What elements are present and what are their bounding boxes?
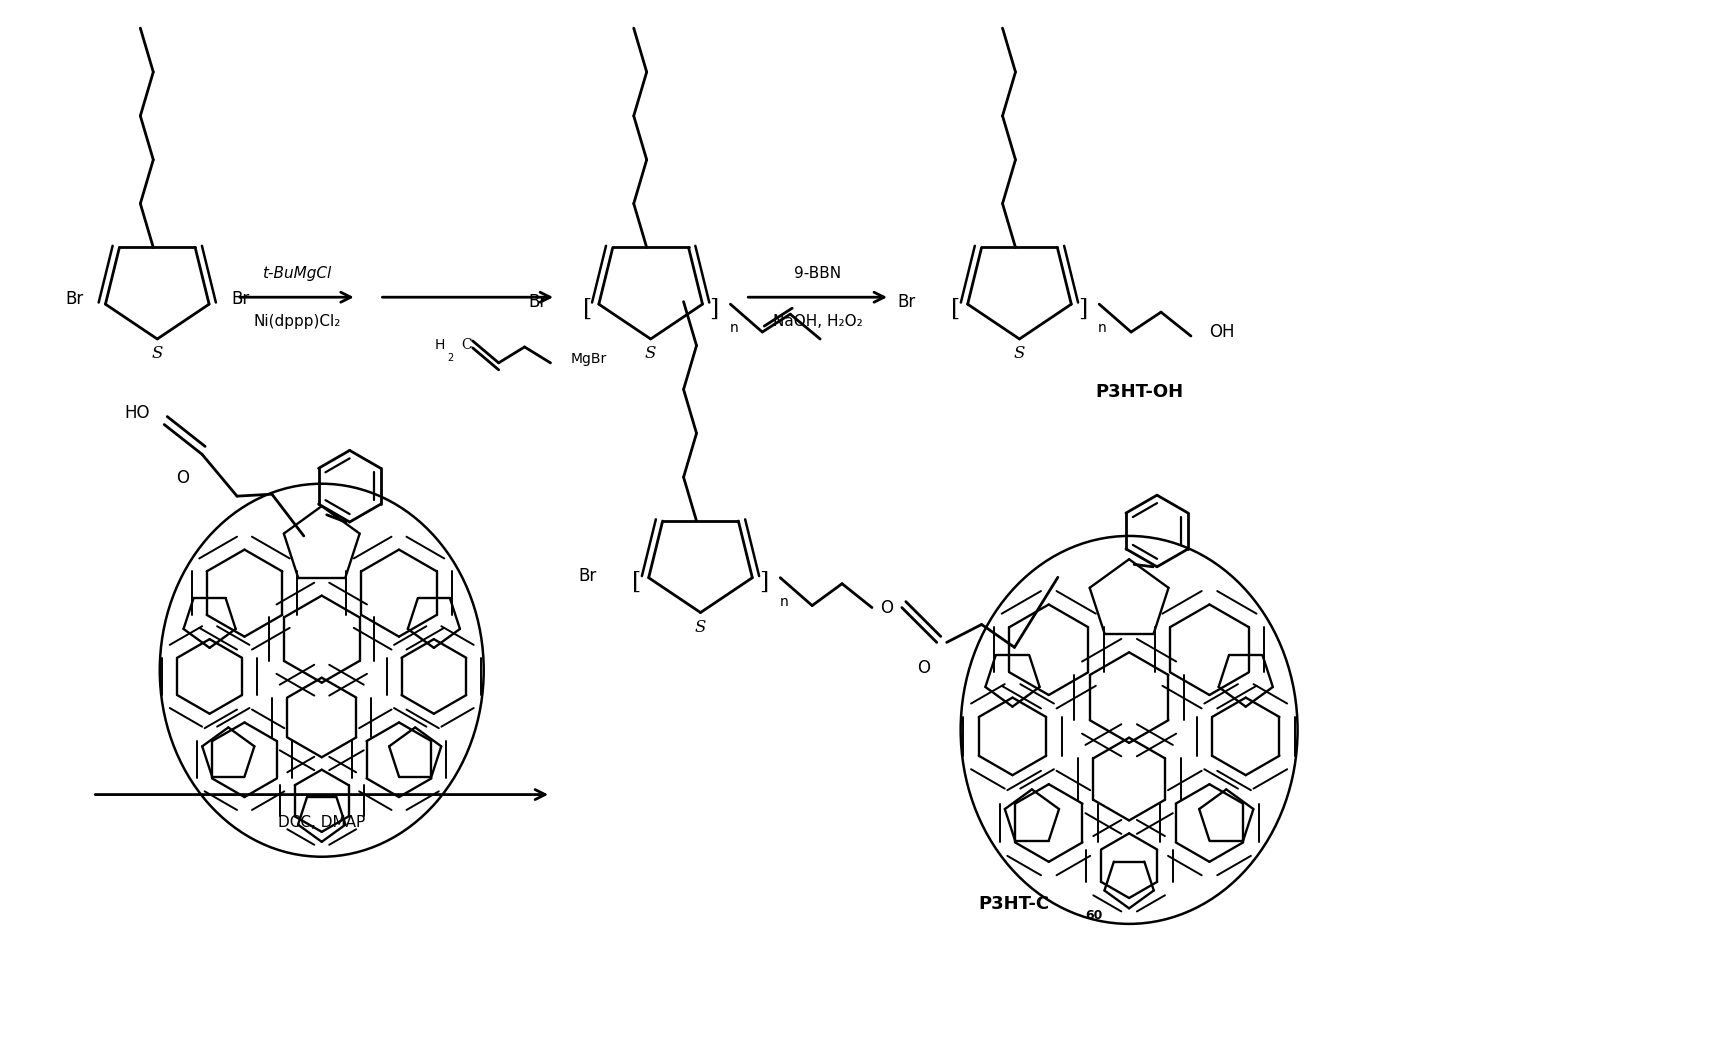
Text: Br: Br (898, 293, 915, 311)
Text: [: [ (583, 297, 591, 321)
Text: O: O (917, 659, 931, 677)
Text: P3HT-C: P3HT-C (979, 895, 1049, 913)
Text: 2: 2 (447, 353, 454, 363)
Text: Br: Br (231, 290, 249, 308)
Text: ]: ] (1078, 297, 1087, 321)
Text: [: [ (632, 571, 641, 594)
Text: n: n (780, 595, 788, 609)
Text: S: S (644, 345, 656, 362)
Text: n: n (1099, 322, 1107, 335)
Text: HO: HO (125, 404, 151, 421)
Text: P3HT-OH: P3HT-OH (1095, 383, 1183, 400)
Text: S: S (151, 345, 163, 362)
Text: S: S (694, 618, 706, 636)
Text: NaOH, H₂O₂: NaOH, H₂O₂ (773, 313, 862, 329)
Text: H: H (434, 338, 446, 352)
Text: O: O (177, 470, 189, 488)
Text: 60: 60 (1085, 909, 1102, 923)
Text: Ni(dppp)Cl₂: Ni(dppp)Cl₂ (254, 313, 341, 329)
Text: C: C (461, 338, 471, 352)
Text: DCC, DMAP: DCC, DMAP (278, 815, 365, 830)
Text: Br: Br (65, 290, 84, 308)
Text: OH: OH (1208, 323, 1234, 341)
Text: S: S (1013, 345, 1025, 362)
Text: ]: ] (710, 297, 718, 321)
Text: 9-BBN: 9-BBN (794, 266, 842, 281)
Text: Br: Br (528, 293, 547, 311)
Text: MgBr: MgBr (571, 352, 607, 366)
Text: ]: ] (759, 571, 768, 594)
Text: [: [ (951, 297, 960, 321)
Text: n: n (730, 322, 739, 335)
Text: O: O (881, 599, 893, 617)
Text: t-BuMgCl: t-BuMgCl (262, 266, 331, 281)
Text: Br: Br (579, 566, 596, 584)
